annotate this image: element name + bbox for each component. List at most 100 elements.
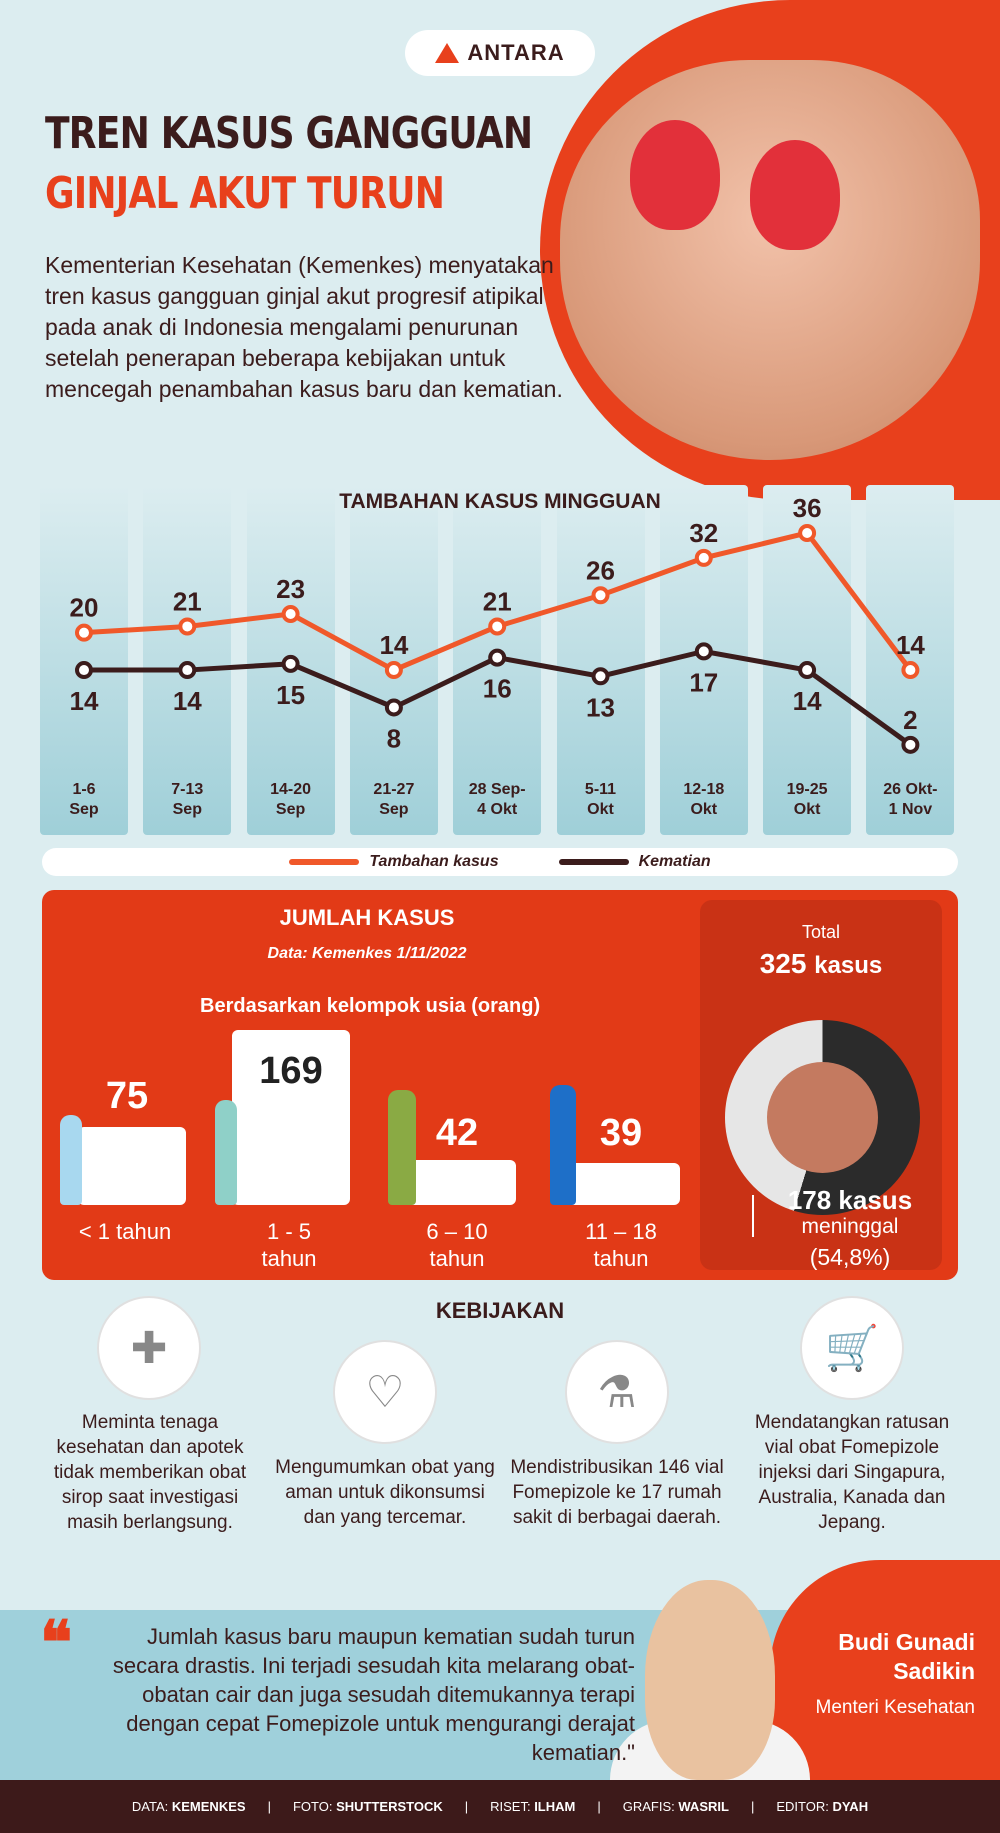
footer-credit: RISET: ILHAM	[490, 1799, 576, 1814]
data-point	[694, 642, 713, 661]
footer-credit: DATA: KEMENKES	[131, 1799, 246, 1814]
data-point	[591, 667, 610, 686]
data-label: 17	[689, 667, 718, 697]
data-point	[488, 617, 507, 636]
x-tick-label: 12-18 Okt	[654, 780, 754, 820]
minister-portrait	[645, 1580, 775, 1780]
data-point	[901, 661, 920, 680]
footer-credit: GRAFIS: WASRIL	[622, 1799, 729, 1814]
medicine-bottle-icon: ✚	[97, 1296, 201, 1400]
data-point	[384, 661, 403, 680]
chart-column	[40, 485, 128, 835]
total-value: 325 kasus	[700, 948, 942, 980]
death-percent: (54,8%)	[809, 1244, 891, 1270]
data-point	[901, 735, 920, 754]
data-label: 2	[903, 705, 917, 735]
age-bar-1	[78, 1127, 186, 1205]
line-chart: 20 21 23 14 21 26 32 36 14 14 14 15 8 16 13 17 14 2	[70, 493, 925, 754]
x-tick-line: Sep	[172, 801, 202, 818]
age-bar-4	[562, 1163, 680, 1205]
quote-mark-icon: ❝	[40, 1608, 73, 1678]
data-label: 16	[483, 674, 512, 704]
kebijakan-title: KEBIJAKAN	[435, 1298, 565, 1323]
child-figure-icon	[388, 1090, 416, 1205]
chart-title: TAMBAHAN KASUS MINGGUAN	[339, 490, 661, 513]
footer-divider: |	[597, 1799, 601, 1814]
death-ratio-donut	[725, 1020, 920, 1215]
jumlah-source: Data: Kemenkes 1/11/2022	[267, 945, 467, 962]
x-tick-label: 1-6 Sep	[34, 780, 134, 820]
x-tick-line: 1 Nov	[888, 801, 933, 818]
title-line-1: TREN KASUS GANGGUAN	[45, 108, 533, 159]
death-label: meninggal	[801, 1215, 899, 1238]
age-label-line: 11 – 18	[585, 1219, 657, 1244]
age-label-line: tahun	[261, 1246, 317, 1271]
x-tick-line: Sep	[275, 801, 306, 818]
x-tick-label: 21-27 Sep	[344, 780, 444, 820]
kebijakan-item-1: Meminta tenaga kesehatan dan apotek tida…	[53, 1412, 247, 1533]
x-tick-line: 21-27	[373, 781, 415, 798]
chart-legend: Tambahan kasus Kematian	[42, 848, 958, 876]
quote-text: Jumlah kasus baru maupun kematian sudah …	[112, 1624, 635, 1765]
age-label-line: 6 – 10	[426, 1219, 488, 1244]
data-point	[591, 586, 610, 605]
data-label: 20	[70, 593, 99, 623]
x-tick-label: 19-25 Okt	[757, 780, 857, 820]
data-label: 21	[173, 586, 202, 616]
data-label: 23	[276, 574, 305, 604]
vial-flask-icon: ⚗	[565, 1340, 669, 1444]
x-tick-line: 4 Okt	[477, 801, 518, 818]
data-point	[798, 661, 817, 680]
age-label: 1 - 5 tahun	[229, 1218, 349, 1272]
x-tick-line: Sep	[69, 801, 99, 818]
x-tick-line: 12-18	[683, 781, 725, 798]
data-point	[75, 623, 93, 642]
quote-orange-backdrop	[770, 1560, 1000, 1780]
footer-credit: FOTO: SHUTTERSTOCK	[292, 1799, 443, 1814]
data-point	[694, 548, 713, 567]
chart-column	[143, 485, 232, 835]
jumlah-title: JUMLAH KASUS	[279, 905, 455, 930]
x-tick-label: 5-11 Okt	[551, 780, 651, 820]
data-label: 26	[586, 555, 615, 585]
data-label: 8	[387, 723, 401, 753]
x-tick-line: 1-6	[72, 781, 96, 798]
footer-divider: |	[267, 1799, 271, 1814]
antara-logo-icon	[435, 43, 460, 63]
footer-divider: |	[464, 1799, 469, 1814]
age-label: 11 – 18 tahun	[561, 1218, 681, 1272]
chart-column	[556, 485, 645, 835]
kebijakan-item-3: Mendistribusikan 146 vial Fomepizole ke …	[510, 1457, 724, 1528]
age-label: < 1 tahun	[65, 1218, 185, 1245]
age-bar-2	[232, 1030, 350, 1205]
x-tick-line: 14-20	[270, 781, 312, 798]
data-point	[798, 524, 817, 542]
age-label-line: tahun	[593, 1246, 649, 1271]
legend-label: Tambahan kasus	[369, 853, 499, 870]
age-subtitle: Berdasarkan kelompok usia (orang)	[200, 995, 541, 1017]
legend-item-tambahan: Tambahan kasus	[289, 853, 499, 871]
x-tick-label: 26 Okt- 1 Nov	[860, 780, 960, 820]
hands-holding-kidney-photo	[560, 60, 980, 460]
minister-name: Budi Gunadi Sadikin	[838, 1629, 975, 1684]
age-value: 169	[259, 1050, 323, 1092]
total-unit: kasus	[814, 952, 883, 979]
data-point	[281, 654, 300, 673]
footer-credit: EDITOR: DYAH	[776, 1799, 869, 1814]
data-point	[178, 661, 197, 680]
credits-footer: DATA: KEMENKES | FOTO: SHUTTERSTOCK | RISET:…	[0, 1780, 1000, 1833]
logo-text: ANTARA	[467, 40, 565, 65]
data-point	[178, 617, 197, 636]
data-point	[75, 661, 93, 680]
antara-logo: ANTARA	[405, 30, 595, 76]
kebijakan-item-2: Mengumumkan obat yang aman untuk dikonsu…	[275, 1457, 495, 1528]
x-tick-label: 28 Sep- 4 Okt	[447, 780, 547, 820]
shopping-cart-icon: 🛒	[800, 1296, 904, 1400]
x-tick-line: Okt	[690, 801, 718, 818]
child-figure-icon	[60, 1115, 82, 1205]
age-value: 42	[435, 1112, 479, 1154]
x-tick-line: 28 Sep-	[468, 781, 526, 798]
data-label: 15	[276, 680, 305, 710]
minister-role: Menteri Kesehatan	[815, 1697, 976, 1718]
x-tick-line: Okt	[793, 801, 821, 818]
